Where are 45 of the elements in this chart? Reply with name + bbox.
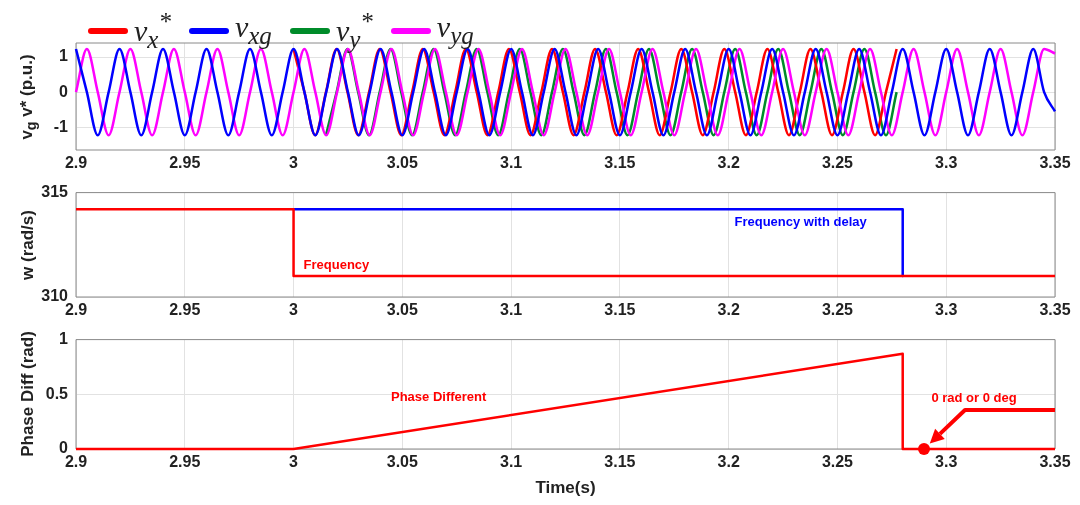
legend-label: v$_{xg}$ — [234, 8, 272, 51]
x-tick-label: 3.3 — [935, 453, 958, 471]
x-tick-label: 3.25 — [821, 301, 854, 319]
x-tick-label: 3.25 — [821, 154, 854, 172]
annotation: Frequency with delay — [734, 213, 868, 229]
x-tick-label: 3.15 — [604, 453, 636, 471]
x-tick-label: 3.05 — [386, 154, 419, 172]
x-tick-label: 3.2 — [717, 453, 740, 471]
annotation: Phase Different — [390, 388, 488, 404]
x-tick-label: 3.35 — [1039, 453, 1071, 471]
x-tick-label: 2.95 — [169, 154, 201, 172]
x-tick-label: 3.3 — [935, 301, 958, 319]
y-tick-label: 315 — [41, 183, 69, 201]
x-tick-label: 3.2 — [717, 154, 740, 172]
x-tick-label: 3.35 — [1039, 154, 1071, 172]
x-tick-label: 2.95 — [169, 453, 201, 471]
y-tick-label: 1 — [59, 47, 69, 65]
x-tick-label: 2.9 — [64, 301, 88, 319]
x-tick-label: 2.9 — [64, 453, 88, 471]
y-axis-title: Phase Diff (rad) — [18, 331, 38, 458]
x-tick-label: 2.9 — [64, 154, 88, 172]
y-tick-label: 1 — [59, 330, 69, 348]
x-tick-label: 3.25 — [821, 453, 854, 471]
x-tick-label: 3 — [289, 453, 299, 471]
x-tick-label: 3.1 — [499, 154, 523, 172]
x-tick-label: 3.3 — [935, 154, 958, 172]
x-tick-label: 3.05 — [386, 301, 419, 319]
x-tick-label: 3.15 — [604, 301, 636, 319]
x-tick-label: 3 — [289, 154, 299, 172]
y-axis-title: w (rad/s) — [18, 209, 38, 280]
x-tick-label: 3.2 — [717, 301, 740, 319]
x-tick-label: 3.15 — [604, 154, 636, 172]
x-axis-title: Time(s) — [535, 478, 596, 498]
x-tick-label: 3.05 — [386, 453, 419, 471]
annotation: 0 rad or 0 deg — [931, 389, 1017, 405]
x-tick-label: 3 — [289, 301, 299, 319]
y-tick-label: -1 — [53, 117, 69, 135]
y-tick-label: 0 — [59, 82, 69, 100]
y-tick-label: 0.5 — [45, 384, 69, 402]
x-tick-label: 3.35 — [1039, 301, 1071, 319]
x-tick-label: 3.1 — [499, 301, 523, 319]
legend-label: v$_{yg}$ — [436, 8, 474, 51]
x-tick-label: 2.95 — [169, 301, 201, 319]
annotation: Frequency — [303, 256, 371, 272]
x-tick-label: 3.1 — [499, 453, 523, 471]
